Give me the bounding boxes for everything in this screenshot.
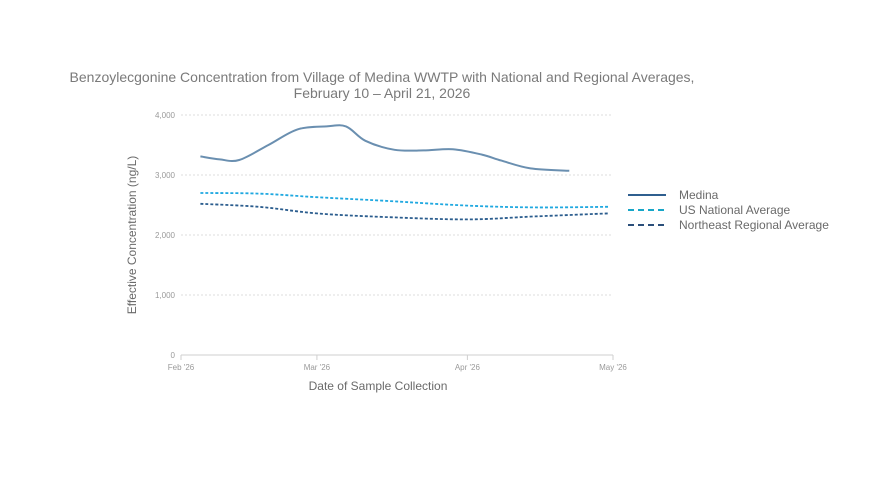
legend-label-medina: Medina — [679, 188, 719, 202]
series-line-medina — [200, 124, 570, 172]
y-tick-label: 2,000 — [155, 231, 176, 240]
y-tick-label: 1,000 — [155, 291, 176, 300]
series-line-us-national-average — [200, 192, 609, 209]
y-tick-label: 3,000 — [155, 171, 176, 180]
x-tick-label: Mar '26 — [304, 363, 331, 372]
legend-label-northeast-regional-average: Northeast Regional Average — [679, 218, 829, 232]
legend-label-us-national-average: US National Average — [679, 203, 791, 217]
x-tick-label: May '26 — [599, 363, 627, 372]
series-line-northeast-regional-average — [200, 202, 609, 221]
y-axis-label: Effective Concentration (ng/L) — [125, 156, 139, 315]
x-axis-ticks: Feb '26 Mar '26 Apr '26 May '26 — [168, 355, 627, 372]
chart-title-line2: February 10 – April 21, 2026 — [294, 85, 471, 101]
y-axis-ticks: 0 1,000 2,000 3,000 4,000 — [155, 111, 176, 360]
y-tick-label: 4,000 — [155, 111, 176, 120]
gridlines — [181, 114, 613, 356]
x-axis-label: Date of Sample Collection — [309, 379, 448, 393]
y-tick-label: 0 — [171, 351, 176, 360]
x-tick-label: Feb '26 — [168, 363, 195, 372]
x-tick-label: Apr '26 — [455, 363, 481, 372]
chart-title-line1: Benzoylecgonine Concentration from Villa… — [70, 69, 695, 85]
series-lines — [200, 124, 609, 221]
